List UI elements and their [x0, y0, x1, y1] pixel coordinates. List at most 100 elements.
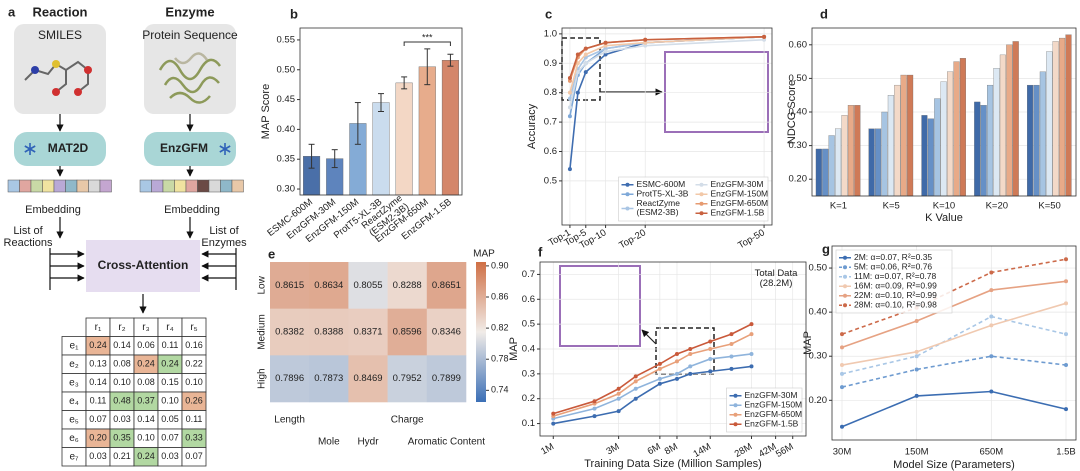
bar: [822, 148, 829, 197]
bar: [980, 105, 987, 197]
heatmap-cell: [270, 262, 310, 309]
point: [616, 391, 621, 396]
legend-label: EnzGFM-1.5B: [711, 208, 765, 218]
table-row-label: e₂: [69, 359, 79, 370]
point: [583, 70, 588, 75]
table-value: 0.14: [89, 377, 107, 387]
point: [674, 351, 679, 356]
embedding-cell: [162, 179, 175, 193]
bar: [974, 101, 981, 197]
attention-box: [86, 240, 200, 292]
cell-value: 0.7899: [432, 373, 461, 384]
y-tick-label: 0.30: [789, 140, 808, 151]
table-row-label: e₇: [70, 451, 80, 462]
legend-label: ReactZyme (ESM2-3B): [637, 198, 681, 217]
attention-label: Cross-Attention: [98, 258, 189, 272]
legend-marker: [625, 182, 630, 187]
y-tick-label: 0.7: [544, 117, 557, 128]
cell-value: 0.8371: [353, 327, 382, 338]
line: [841, 355, 1067, 388]
encoder-box: [144, 132, 236, 166]
colorbar: [476, 262, 486, 402]
table-column-label: r₅: [190, 322, 197, 333]
y-tick-label: 0.20: [789, 174, 808, 185]
column-title: Reaction: [33, 4, 88, 19]
cell-value: 0.8288: [393, 280, 422, 291]
bar: [1027, 84, 1034, 197]
bar: [934, 98, 941, 197]
input-box: [144, 24, 236, 114]
table-row-label: e₅: [69, 414, 79, 425]
x-tick-label: K=5: [883, 201, 900, 212]
legend-box: [835, 249, 953, 314]
point: [551, 421, 556, 426]
point: [567, 75, 572, 80]
y-tick-label: 0.2: [522, 393, 535, 404]
point: [840, 345, 844, 350]
table-value: 0.22: [185, 359, 203, 369]
colorbar-label: MAP: [473, 249, 495, 260]
line: [569, 38, 765, 108]
legend-label: EnzGFM-650M: [711, 198, 769, 208]
table-value: 0.21: [113, 451, 131, 461]
y-axis-label: NDCG Score: [786, 80, 798, 144]
embeddings: [7, 179, 244, 193]
heatmap-cell: [387, 308, 428, 356]
significance-bracket: [403, 41, 451, 46]
y-axis-label: MAP: [802, 331, 814, 355]
embedding-cell: [88, 179, 101, 193]
y-tick-label: 0.30: [277, 184, 296, 195]
legend-marker: [843, 265, 847, 270]
protein-icon: [158, 52, 222, 104]
legend-marker: [733, 403, 738, 408]
legend-marker: [625, 192, 630, 197]
legend-marker: [699, 201, 704, 206]
legend-label: 16M: α=0.09, R²=0.99: [854, 281, 937, 291]
point: [762, 34, 767, 39]
bar: [921, 115, 928, 197]
table-value: 0.05: [161, 414, 179, 424]
point: [674, 371, 679, 376]
panel-letter: a: [8, 4, 16, 19]
legend-label: ProtT5-XL-3B: [637, 189, 689, 199]
table-value: 0.24: [89, 340, 107, 350]
y-tick-label: 0.1: [522, 418, 535, 429]
point: [989, 389, 994, 394]
point: [616, 386, 621, 391]
point: [749, 322, 754, 327]
y-tick-label: 1.0: [544, 28, 557, 39]
point: [567, 167, 572, 172]
bar: [993, 68, 1000, 197]
row-label: Low: [257, 275, 268, 294]
embedding-cell: [7, 179, 20, 193]
point: [1064, 301, 1068, 306]
x-axis-label: Training Data Size (Million Samples): [584, 458, 762, 470]
embedding-cell: [99, 179, 112, 193]
bar: [835, 128, 842, 197]
line: [553, 353, 752, 420]
table-value: 0.16: [185, 340, 203, 350]
arrow: [641, 329, 657, 345]
legend-label: 28M: α=0.10, R²=0.98: [854, 300, 937, 310]
column-label: Mole: [318, 437, 340, 448]
table-value: 0.07: [185, 451, 203, 461]
point: [592, 399, 597, 404]
table-value: 0.11: [186, 414, 203, 424]
table-column-label: r₁: [95, 322, 102, 333]
legend-marker: [843, 255, 847, 260]
point: [762, 37, 767, 42]
table-value: 0.08: [113, 359, 131, 369]
bar: [1046, 51, 1053, 197]
legend-marker: [699, 182, 704, 187]
cell-value: 0.8469: [353, 373, 382, 384]
plot-frame: [539, 261, 807, 437]
annotation: Total Data (28.2M): [755, 267, 798, 288]
table-value: 0.03: [89, 451, 107, 461]
embedding-label: Embedding: [164, 204, 220, 216]
table-value: 0.35: [113, 433, 131, 443]
point: [749, 332, 754, 337]
line: [569, 36, 765, 93]
y-tick-label: 0.40: [809, 307, 828, 318]
table-value: 0.24: [161, 359, 179, 369]
heatmap-cell: [387, 355, 428, 403]
